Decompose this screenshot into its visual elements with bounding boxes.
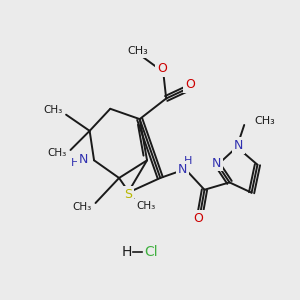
Text: N: N [178,163,187,176]
Text: H: H [184,156,193,166]
Text: CH₃: CH₃ [73,202,92,212]
Text: Cl: Cl [144,244,158,259]
Text: N: N [79,153,88,166]
Text: H: H [121,244,132,259]
Text: S: S [124,188,132,201]
Text: O: O [157,62,167,75]
Text: H: H [71,158,79,168]
Text: O: O [185,78,195,91]
Text: N: N [234,139,243,152]
Text: CH₃: CH₃ [136,201,155,211]
Text: CH₃: CH₃ [48,148,67,158]
Text: O: O [194,212,203,225]
Text: N: N [212,157,221,170]
Text: CH₃: CH₃ [128,46,148,56]
Text: CH₃: CH₃ [254,116,275,126]
Text: CH₃: CH₃ [44,105,63,115]
